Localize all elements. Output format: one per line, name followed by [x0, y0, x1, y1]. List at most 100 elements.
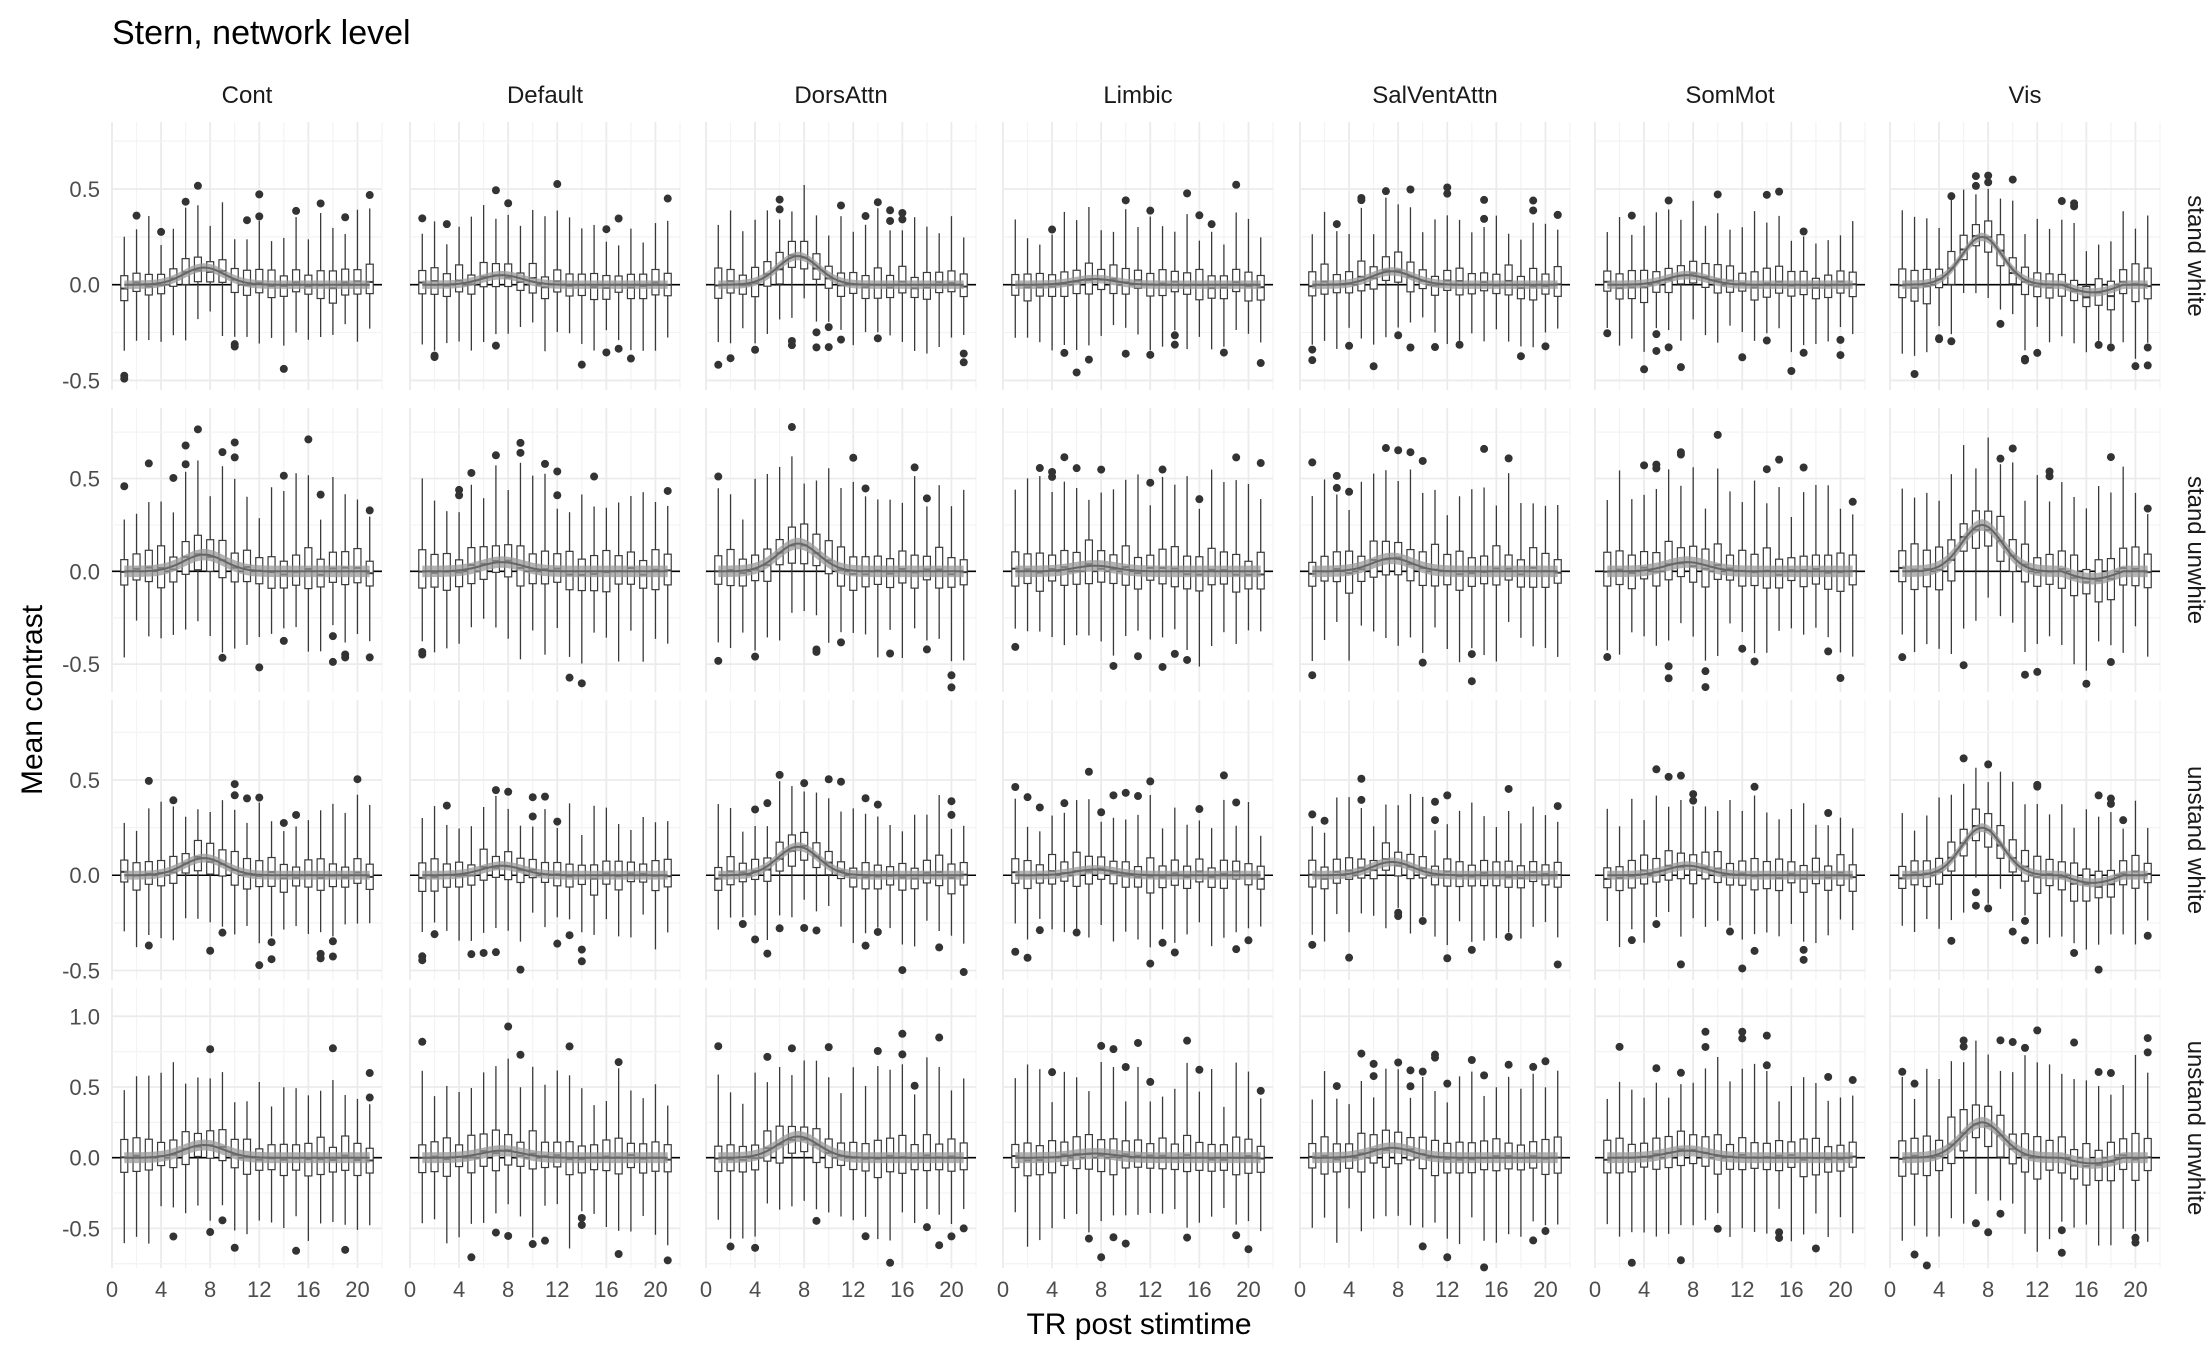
outlier-point [935, 1241, 944, 1250]
box [1195, 858, 1204, 883]
outlier-point [1219, 771, 1228, 780]
outlier-point [2070, 948, 2079, 957]
outlier-point [328, 952, 337, 961]
outlier-point [886, 649, 895, 658]
outlier-point [1048, 1068, 1057, 1077]
outlier-point [1848, 1076, 1857, 1085]
outlier-point [1308, 940, 1317, 949]
outlier-point [602, 225, 611, 234]
outlier-point [1652, 346, 1661, 355]
outlier-point [528, 793, 537, 802]
outlier-point [1418, 456, 1427, 465]
outlier-point [1109, 1233, 1118, 1242]
box [935, 854, 944, 887]
outlier-point [255, 793, 264, 802]
outlier-point [418, 1037, 427, 1046]
outlier-point [1146, 478, 1155, 487]
outlier-point [577, 945, 586, 954]
median-smooth-line [718, 254, 964, 286]
outlier-point [1060, 348, 1069, 357]
outlier-point [491, 341, 500, 350]
outlier-point [1121, 349, 1130, 358]
outlier-point [541, 459, 549, 468]
outlier-point [2143, 343, 2152, 352]
outlier-point [812, 645, 821, 654]
outlier-point [2057, 1226, 2066, 1235]
outlier-point [1553, 960, 1562, 969]
outlier-point [1467, 945, 1476, 954]
facet-panel [111, 700, 383, 980]
outlier-point [2033, 348, 2042, 357]
outlier-point [1357, 196, 1366, 205]
outlier-point [541, 1236, 549, 1245]
outlier-point [1369, 362, 1378, 371]
outlier-point [1848, 497, 1857, 506]
outlier-point [1345, 953, 1354, 962]
outlier-point [1504, 1060, 1513, 1069]
facet-panel [1002, 408, 1274, 692]
outlier-point [1084, 767, 1093, 776]
outlier-point [1836, 335, 1845, 344]
x-tick-label: 20 [643, 1277, 667, 1302]
outlier-point [1701, 1042, 1710, 1051]
outlier-point [873, 198, 882, 207]
outlier-point [824, 343, 833, 352]
facet-panel [1002, 988, 1274, 1268]
outlier-point [206, 1228, 215, 1237]
outlier-point [1529, 1236, 1538, 1245]
outlier-point [1195, 805, 1204, 814]
outlier-point [1750, 657, 1759, 666]
outlier-point [169, 473, 178, 482]
outlier-point [1357, 795, 1366, 804]
outlier-point [663, 1256, 672, 1265]
outlier-point [1676, 771, 1685, 780]
outlier-point [292, 1246, 301, 1255]
outlier-point [1011, 947, 1020, 956]
outlier-point [181, 197, 190, 206]
outlier-point [1824, 1072, 1833, 1081]
row-strip-label: unstand white [2182, 766, 2208, 914]
outlier-point [1922, 1261, 1931, 1270]
outlier-point [1971, 888, 1980, 897]
outlier-point [1443, 183, 1452, 192]
outlier-point [541, 792, 549, 801]
x-tick-label: 12 [545, 1277, 569, 1302]
outlier-point [959, 1224, 968, 1233]
chart-title: Stern, network level [112, 14, 411, 52]
outlier-point [837, 638, 845, 647]
outlier-point [1418, 658, 1427, 667]
outlier-point [528, 812, 537, 821]
outlier-point [775, 770, 784, 779]
outlier-point [922, 1223, 931, 1232]
outlier-point [1726, 927, 1734, 936]
outlier-point [467, 468, 476, 477]
x-tick-label: 12 [247, 1277, 271, 1302]
column-strip-label: DorsAttn [794, 82, 887, 109]
outlier-point [1971, 1219, 1980, 1228]
outlier-point [230, 1243, 239, 1252]
outlier-point [1652, 920, 1661, 929]
outlier-point [1529, 1062, 1538, 1071]
outlier-point [1121, 1239, 1130, 1248]
outlier-point [1023, 953, 1032, 962]
outlier-point [1504, 454, 1513, 463]
outlier-point [738, 919, 747, 928]
outlier-point [1232, 1231, 1241, 1240]
outlier-point [1664, 674, 1673, 683]
facet-panel [705, 408, 977, 692]
outlier-point [1109, 1045, 1118, 1054]
outlier-point [1121, 1063, 1130, 1072]
outlier-point [1947, 192, 1956, 201]
outlier-point [614, 214, 623, 223]
median-ribbon [1312, 857, 1558, 880]
outlier-point [120, 371, 129, 380]
outlier-point [1256, 459, 1265, 468]
box [589, 864, 599, 896]
outlier-point [1072, 368, 1081, 377]
outlier-point [775, 195, 784, 204]
outlier-point [1676, 448, 1685, 457]
outlier-point [2057, 1248, 2066, 1257]
outlier-point [1345, 341, 1354, 350]
median-ribbon [1312, 267, 1558, 289]
x-tick-label: 4 [155, 1277, 167, 1302]
